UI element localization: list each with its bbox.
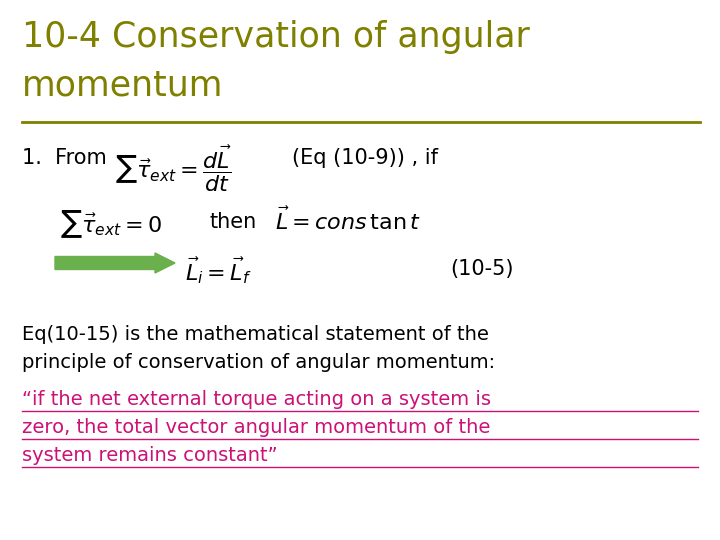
Text: $\sum \vec{\tau}_{ext} = 0$: $\sum \vec{\tau}_{ext} = 0$ [60,208,163,240]
Text: system remains constant”: system remains constant” [22,446,278,465]
Text: “if the net external torque acting on a system is: “if the net external torque acting on a … [22,390,491,409]
Text: (Eq (10-9)) , if: (Eq (10-9)) , if [292,148,438,168]
Text: $\vec{L} = cons\,\tan t$: $\vec{L} = cons\,\tan t$ [275,208,421,235]
Text: zero, the total vector angular momentum of the: zero, the total vector angular momentum … [22,418,490,437]
Text: $\sum \vec{\tau}_{ext} = \dfrac{d\vec{L}}{dt}$: $\sum \vec{\tau}_{ext} = \dfrac{d\vec{L}… [115,144,232,194]
Text: 10-4 Conservation of angular: 10-4 Conservation of angular [22,20,530,54]
Text: $\vec{L}_i = \vec{L}_f$: $\vec{L}_i = \vec{L}_f$ [185,255,252,286]
Text: principle of conservation of angular momentum:: principle of conservation of angular mom… [22,353,495,372]
Text: momentum: momentum [22,68,223,102]
Text: (10-5): (10-5) [450,259,513,279]
Text: then: then [210,212,257,232]
FancyArrow shape [55,253,175,273]
Text: 1.  From: 1. From [22,148,107,168]
Text: Eq(10-15) is the mathematical statement of the: Eq(10-15) is the mathematical statement … [22,325,489,344]
